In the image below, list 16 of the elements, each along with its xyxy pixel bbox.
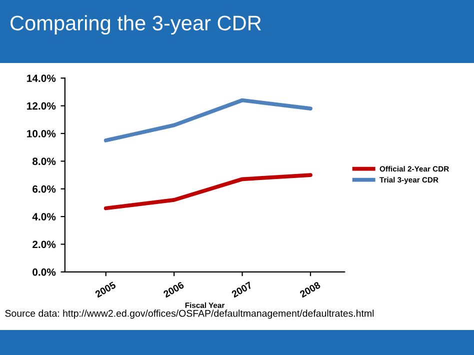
line-series bbox=[104, 173, 312, 210]
y-tick-label: 6.0% bbox=[32, 185, 56, 193]
source-note: Source data: http://www2.ed.gov/offices/OSFAP/defaultmanagement/defaultrates.html bbox=[5, 310, 374, 319]
y-tick-label: 10.0% bbox=[27, 130, 56, 138]
x-tick-label: 2007 bbox=[231, 281, 253, 298]
x-tick-label: 2005 bbox=[94, 281, 116, 298]
chart-title: Comparing the 3-year CDR bbox=[10, 15, 261, 35]
line-series bbox=[104, 98, 312, 142]
y-tick-label: 12.0% bbox=[27, 102, 56, 110]
y-tick-label: 0.0% bbox=[32, 268, 56, 276]
x-tick-label: 2008 bbox=[299, 281, 321, 298]
y-tick-label: 2.0% bbox=[32, 240, 56, 248]
y-tick-label: 4.0% bbox=[32, 213, 56, 220]
y-tick-label: 8.0% bbox=[32, 158, 56, 166]
x-tick-label: 2006 bbox=[162, 281, 184, 298]
y-tick-label: 14.0% bbox=[27, 74, 56, 82]
